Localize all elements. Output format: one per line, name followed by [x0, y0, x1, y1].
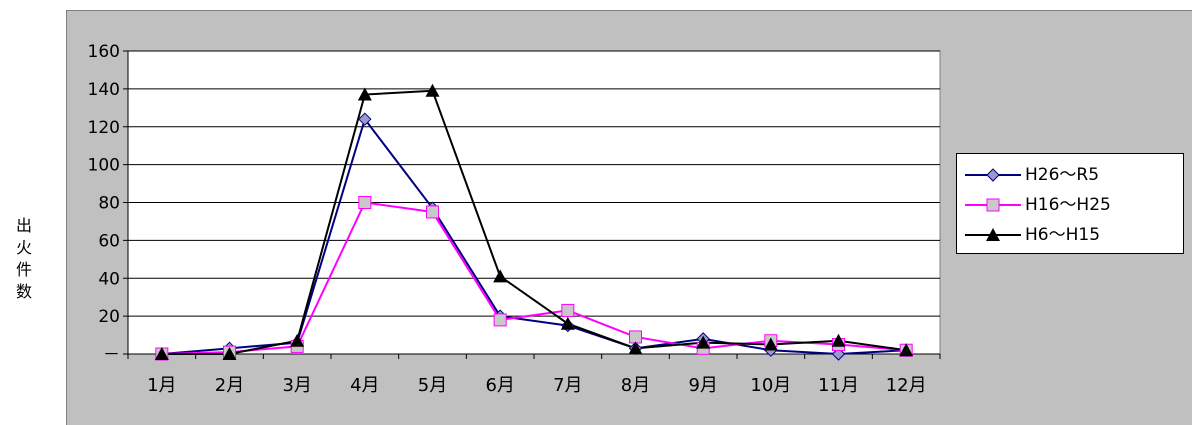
legend-label: H6～H15 [1025, 225, 1101, 245]
legend-label: H26～R5 [1025, 165, 1100, 185]
data-point-triangle [831, 333, 846, 347]
y-tick-label: － [103, 345, 120, 365]
data-point-square [629, 330, 642, 344]
x-tick-label: 3月 [282, 375, 311, 396]
data-point-square [426, 205, 439, 219]
legend-marker-diamond-icon [965, 168, 1021, 182]
x-tick-label: 7月 [553, 375, 582, 396]
x-tick-label: 1月 [147, 375, 176, 396]
data-point-triangle [899, 343, 914, 357]
y-tick-label: 100 [88, 156, 120, 176]
legend-item-h6-h15: H6～H15 [963, 224, 1183, 246]
data-point-triangle [628, 341, 643, 355]
y-tick-label: 40 [98, 269, 120, 289]
x-tick-label: 10月 [750, 375, 791, 396]
y-axis-title-char: 件 [15, 260, 32, 279]
x-tick-label: 6月 [485, 375, 514, 396]
y-tick-label: 120 [88, 118, 120, 138]
y-tick-label: 60 [98, 231, 120, 251]
legend-item-h26-r5: H26～R5 [963, 164, 1183, 186]
y-axis-title: 出 火 件 数 [14, 215, 34, 303]
legend-marker-triangle-icon [965, 228, 1021, 241]
x-tick-label: 9月 [688, 375, 717, 396]
x-tick-label: 11月 [818, 375, 859, 396]
data-point-square [561, 303, 575, 317]
x-tick-label: 2月 [215, 375, 244, 396]
data-point-triangle [222, 347, 237, 360]
y-tick-label: 140 [88, 80, 120, 100]
legend-marker-square-icon [965, 198, 1021, 212]
data-point-triangle [357, 87, 372, 101]
data-point-triangle [154, 347, 169, 360]
legend-item-h16-h25: H16～H25 [963, 194, 1183, 216]
data-point-triangle [493, 269, 508, 283]
data-point-triangle [560, 316, 575, 330]
data-point-triangle [290, 333, 305, 347]
legend: H26～R5 H16～H25 H6～H15 [956, 153, 1184, 254]
y-tick-label: 160 [88, 42, 120, 62]
data-point-triangle [763, 337, 778, 351]
data-point-diamond [358, 112, 372, 126]
data-point-triangle [425, 83, 440, 97]
legend-label: H16～H25 [1025, 195, 1111, 215]
series-line-3 [161, 89, 907, 355]
y-axis-title-char: 出 [15, 216, 32, 235]
x-tick-label: 12月 [886, 375, 927, 396]
data-point-square [358, 196, 372, 209]
data-point-triangle [696, 335, 711, 349]
x-tick-label: 8月 [621, 375, 650, 396]
y-axis-title-char: 火 [15, 238, 32, 257]
x-tick-label: 5月 [418, 375, 447, 396]
x-tick-label: 4月 [350, 375, 379, 396]
y-tick-label: 80 [98, 194, 120, 214]
y-tick-label: 20 [98, 307, 120, 327]
series-line-2 [161, 201, 907, 355]
y-axis-title-char: 数 [15, 282, 32, 301]
data-point-square [493, 313, 507, 327]
